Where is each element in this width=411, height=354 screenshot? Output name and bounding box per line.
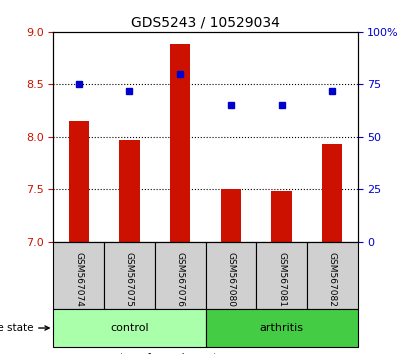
Text: GSM567074: GSM567074 [74, 252, 83, 307]
Text: arthritis: arthritis [259, 323, 304, 333]
Text: GSM567076: GSM567076 [175, 252, 185, 307]
FancyBboxPatch shape [155, 242, 206, 309]
FancyBboxPatch shape [53, 242, 104, 309]
Bar [119, 140, 140, 242]
Bar [271, 192, 292, 242]
Title: GDS5243 / 10529034: GDS5243 / 10529034 [131, 15, 280, 29]
Text: ■: ■ [105, 351, 117, 354]
Text: transformed count: transformed count [120, 353, 217, 354]
Bar [322, 144, 342, 242]
Text: disease state: disease state [0, 323, 49, 333]
Text: GSM567080: GSM567080 [226, 252, 236, 307]
FancyBboxPatch shape [206, 309, 358, 347]
FancyBboxPatch shape [53, 309, 206, 347]
Text: GSM567081: GSM567081 [277, 252, 286, 307]
Text: control: control [110, 323, 149, 333]
Bar [221, 189, 241, 242]
FancyBboxPatch shape [104, 242, 155, 309]
Bar [69, 121, 89, 242]
Bar [170, 45, 190, 242]
Text: GSM567075: GSM567075 [125, 252, 134, 307]
Text: GSM567082: GSM567082 [328, 252, 337, 307]
FancyBboxPatch shape [307, 242, 358, 309]
FancyBboxPatch shape [256, 242, 307, 309]
FancyBboxPatch shape [206, 242, 256, 309]
